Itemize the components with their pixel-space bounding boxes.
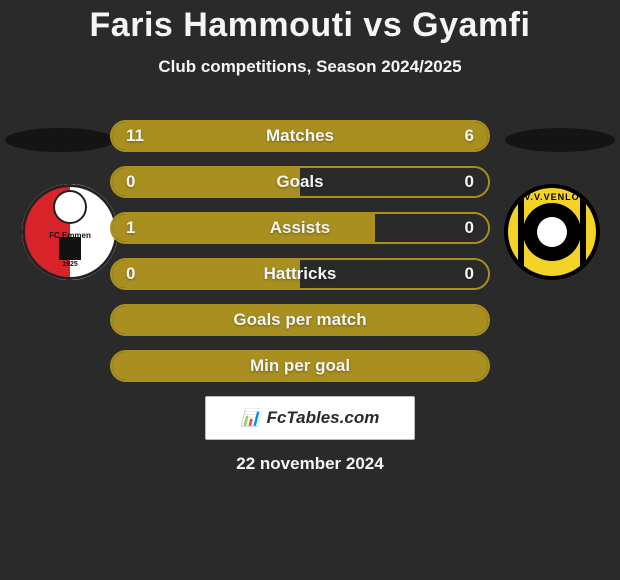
- stat-value-left: 0: [126, 260, 135, 288]
- stat-bar-label: Assists: [112, 214, 488, 242]
- soccer-ball-icon: [537, 217, 567, 247]
- castle-tower-icon: [59, 242, 81, 260]
- stat-bar-label: Min per goal: [112, 352, 488, 380]
- page-title: Faris Hammouti vs Gyamfi: [0, 6, 620, 45]
- stat-value-left: 11: [126, 122, 144, 150]
- stat-value-right: 0: [465, 214, 474, 242]
- stat-bar-row: Matches11 6: [110, 120, 490, 152]
- emmen-castle-icon: FC Emmen 1925: [48, 232, 92, 268]
- emmen-year-label: 1925: [62, 261, 78, 268]
- stat-value-right: 0: [465, 260, 474, 288]
- vvv-stripe-icon: [580, 188, 586, 276]
- stat-bar-label: Matches: [112, 122, 488, 150]
- stat-value-left: 1: [126, 214, 135, 242]
- stat-bar-row: Assists1 0: [110, 212, 490, 244]
- footer-date: 22 november 2024: [0, 454, 620, 474]
- stat-bar-row: Hattricks0 0: [110, 258, 490, 290]
- stat-bar-row: Min per goal: [110, 350, 490, 382]
- team-crest-left: FC Emmen 1925: [22, 184, 118, 280]
- stat-bar-label: Hattricks: [112, 260, 488, 288]
- page-subtitle: Club competitions, Season 2024/2025: [0, 57, 620, 77]
- soccer-ball-icon: [53, 190, 87, 224]
- shadow-ellipse-right: [505, 128, 615, 152]
- vvv-crest: V.V.VENLO: [504, 184, 600, 280]
- stat-bar-label: Goals per match: [112, 306, 488, 334]
- stat-bar-row: Goals per match: [110, 304, 490, 336]
- team-crest-right: V.V.VENLO: [504, 184, 600, 280]
- content-wrapper: Faris Hammouti vs Gyamfi Club competitio…: [0, 0, 620, 580]
- stat-bar-row: Goals0 0: [110, 166, 490, 198]
- site-badge: 📊 FcTables.com: [205, 396, 415, 440]
- shadow-ellipse-left: [5, 128, 115, 152]
- chart-icon: 📊: [241, 408, 261, 428]
- vvv-stripe-icon: [518, 188, 524, 276]
- stat-bars: Matches116Goals00Assists10Hattricks00Goa…: [110, 120, 490, 396]
- emmen-crest: FC Emmen 1925: [22, 184, 118, 280]
- vvv-arc-text: V.V.VENLO: [524, 192, 579, 202]
- vvv-inner-circle: [523, 203, 581, 261]
- stat-bar-label: Goals: [112, 168, 488, 196]
- stat-value-right: 0: [465, 168, 474, 196]
- site-badge-text: FcTables.com: [267, 408, 380, 428]
- stat-value-right: 6: [465, 122, 474, 150]
- stat-value-left: 0: [126, 168, 135, 196]
